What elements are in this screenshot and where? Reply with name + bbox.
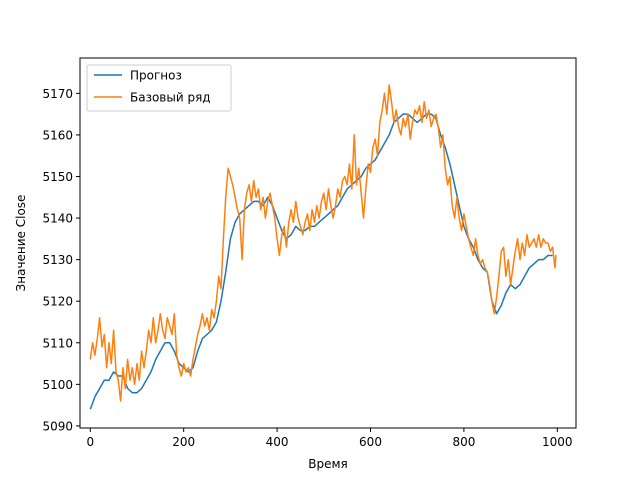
y-tick-label: 5160 [42,128,73,142]
y-axis-label: Значение Close [14,195,28,292]
y-tick-label: 5120 [42,295,73,309]
legend-box [86,64,232,112]
y-tick-label: 5130 [42,253,73,267]
series-layer [89,84,557,410]
x-tick-label: 400 [266,435,289,449]
x-tick-label: 600 [359,435,382,449]
legend: Прогноз Базовый ряд [86,64,232,112]
legend-label-base-series: Базовый ряд [130,91,211,105]
x-tick-label: 800 [452,435,475,449]
series-line-base-series [89,84,557,402]
series-line-forecast [89,113,553,410]
plot-frame [79,57,577,429]
y-tick-label: 5110 [42,336,73,350]
y-tick-label: 5170 [42,87,73,101]
plot-area [80,58,576,428]
y-tick-label: 5140 [42,212,73,226]
y-tick-label: 5100 [42,378,73,392]
x-axis-label: Время [308,457,348,471]
legend-label-forecast: Прогноз [130,69,182,83]
y-tick-label: 5090 [42,419,73,433]
x-tick-label: 200 [172,435,195,449]
x-tick-label: 0 [86,435,94,449]
y-tick-label: 5150 [42,170,73,184]
x-tick-label: 1000 [542,435,573,449]
tick-layer: 0 200 400 600 800 1000 5090 5100 5110 5120 5130 514… [42,87,572,449]
